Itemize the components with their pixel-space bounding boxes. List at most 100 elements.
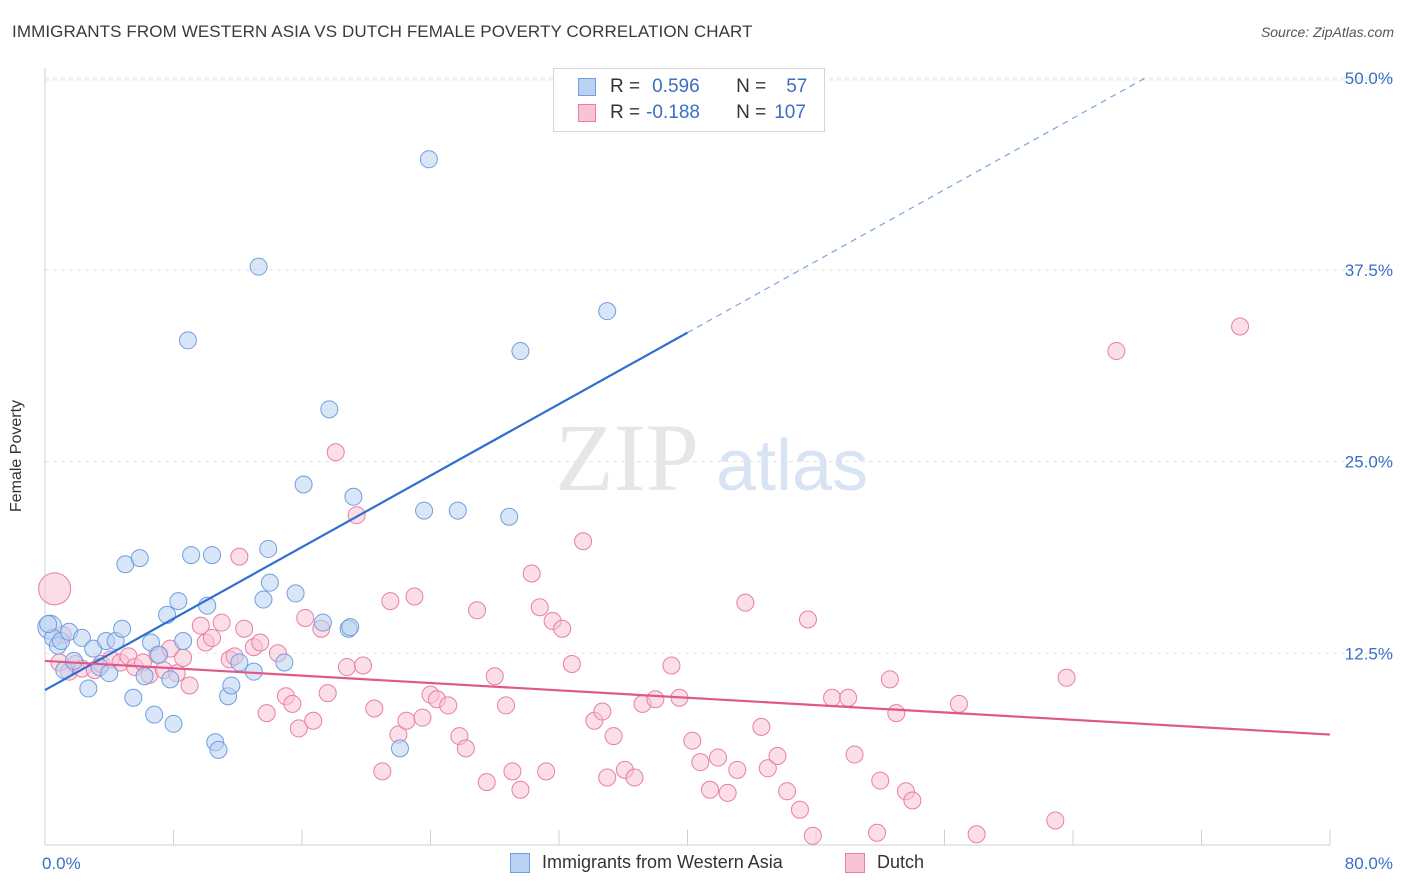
axes — [44, 68, 1331, 846]
data-point — [39, 615, 58, 634]
data-point — [439, 696, 458, 715]
data-point — [164, 714, 183, 733]
data-point — [709, 748, 728, 767]
data-point — [683, 731, 702, 750]
data-point — [503, 762, 522, 781]
data-point — [413, 708, 432, 727]
data-point — [468, 601, 487, 620]
data-point — [249, 257, 268, 276]
data-point — [72, 628, 91, 647]
data-point — [390, 739, 409, 758]
data-point — [1046, 811, 1065, 830]
data-point — [257, 704, 276, 723]
data-point — [203, 628, 222, 647]
data-point — [294, 475, 313, 494]
legend-r-label: R = — [610, 102, 641, 123]
chart-title: IMMIGRANTS FROM WESTERN ASIA VS DUTCH FE… — [12, 22, 753, 41]
legend-n-label: N = — [736, 76, 767, 97]
data-point — [880, 670, 899, 689]
data-point — [903, 791, 922, 810]
data-point — [511, 342, 530, 361]
legend-swatch-dutch — [578, 104, 596, 122]
data-point — [289, 719, 308, 738]
data-point — [397, 711, 416, 730]
legend-n-value: 107 — [774, 102, 806, 123]
data-point — [530, 598, 549, 617]
bottom-legend-dutch: Dutch — [845, 852, 924, 873]
data-point — [212, 613, 231, 632]
trend-line-dutch — [44, 659, 1331, 736]
data-point — [304, 711, 323, 730]
data-point — [341, 618, 360, 637]
data-point — [752, 717, 771, 736]
data-point — [967, 825, 986, 844]
legend-label-western-asia: Immigrants from Western Asia — [542, 852, 783, 872]
data-point — [691, 753, 710, 772]
data-point — [337, 658, 356, 677]
bottom-legend-western-asia: Immigrants from Western Asia — [510, 852, 783, 873]
legend-label-dutch: Dutch — [877, 852, 925, 872]
data-point — [662, 656, 681, 675]
legend-r-value: 0.596 — [652, 76, 700, 97]
data-point — [1107, 342, 1126, 361]
data-point — [296, 608, 315, 627]
data-point — [191, 616, 210, 635]
data-point — [320, 400, 339, 419]
data-point — [1057, 668, 1076, 687]
data-point — [646, 690, 665, 709]
y-tick-label: 37.5% — [1345, 261, 1393, 280]
data-point — [887, 704, 906, 723]
data-point — [778, 782, 797, 801]
data-point — [803, 826, 822, 845]
x-tick-label: 80.0% — [1345, 854, 1393, 873]
data-point — [728, 760, 747, 779]
data-point — [790, 800, 809, 819]
data-point — [135, 667, 154, 686]
data-point — [222, 676, 241, 695]
data-point — [562, 654, 581, 673]
legend-swatch-western-asia — [510, 852, 530, 873]
data-point — [477, 773, 496, 792]
data-point — [283, 694, 302, 713]
x-tick-labels: 0.0% 80.0% — [42, 854, 1393, 873]
stats-legend: R = 0.596 N = 57 R = -0.188 N = 107 — [553, 68, 825, 132]
data-point — [949, 694, 968, 713]
data-point — [161, 670, 180, 689]
data-point — [326, 443, 345, 462]
data-point — [768, 747, 787, 766]
legend-n-label: N = — [736, 102, 767, 123]
legend-r-value: -0.188 — [646, 102, 700, 123]
data-point — [313, 613, 332, 632]
data-point — [500, 507, 519, 526]
data-point — [1231, 317, 1250, 336]
data-point — [798, 610, 817, 629]
data-point — [415, 501, 434, 520]
data-point — [373, 762, 392, 781]
data-point — [448, 501, 467, 520]
data-point — [259, 539, 278, 558]
y-axis-label: Female Poverty — [8, 399, 25, 513]
data-point — [839, 688, 858, 707]
source-label: Source: ZipAtlas.com — [1260, 24, 1394, 40]
data-point — [823, 688, 842, 707]
data-point — [718, 783, 737, 802]
legend-swatch-western-asia — [578, 78, 596, 96]
watermark-atlas: atlas — [716, 426, 868, 506]
data-point — [485, 667, 504, 686]
data-point — [537, 762, 556, 781]
data-point — [169, 592, 188, 611]
series-western-asia — [37, 150, 617, 759]
data-point — [574, 532, 593, 551]
data-point — [275, 653, 294, 672]
watermark: ZIP atlas — [555, 404, 868, 511]
data-point — [100, 664, 119, 683]
data-point — [553, 619, 572, 638]
data-point — [344, 487, 363, 506]
legend-r-label: R = — [610, 76, 641, 97]
data-point — [180, 676, 199, 695]
data-point — [511, 780, 530, 799]
data-point — [145, 705, 164, 724]
data-point — [64, 651, 83, 670]
data-point — [496, 696, 515, 715]
data-point — [604, 727, 623, 746]
